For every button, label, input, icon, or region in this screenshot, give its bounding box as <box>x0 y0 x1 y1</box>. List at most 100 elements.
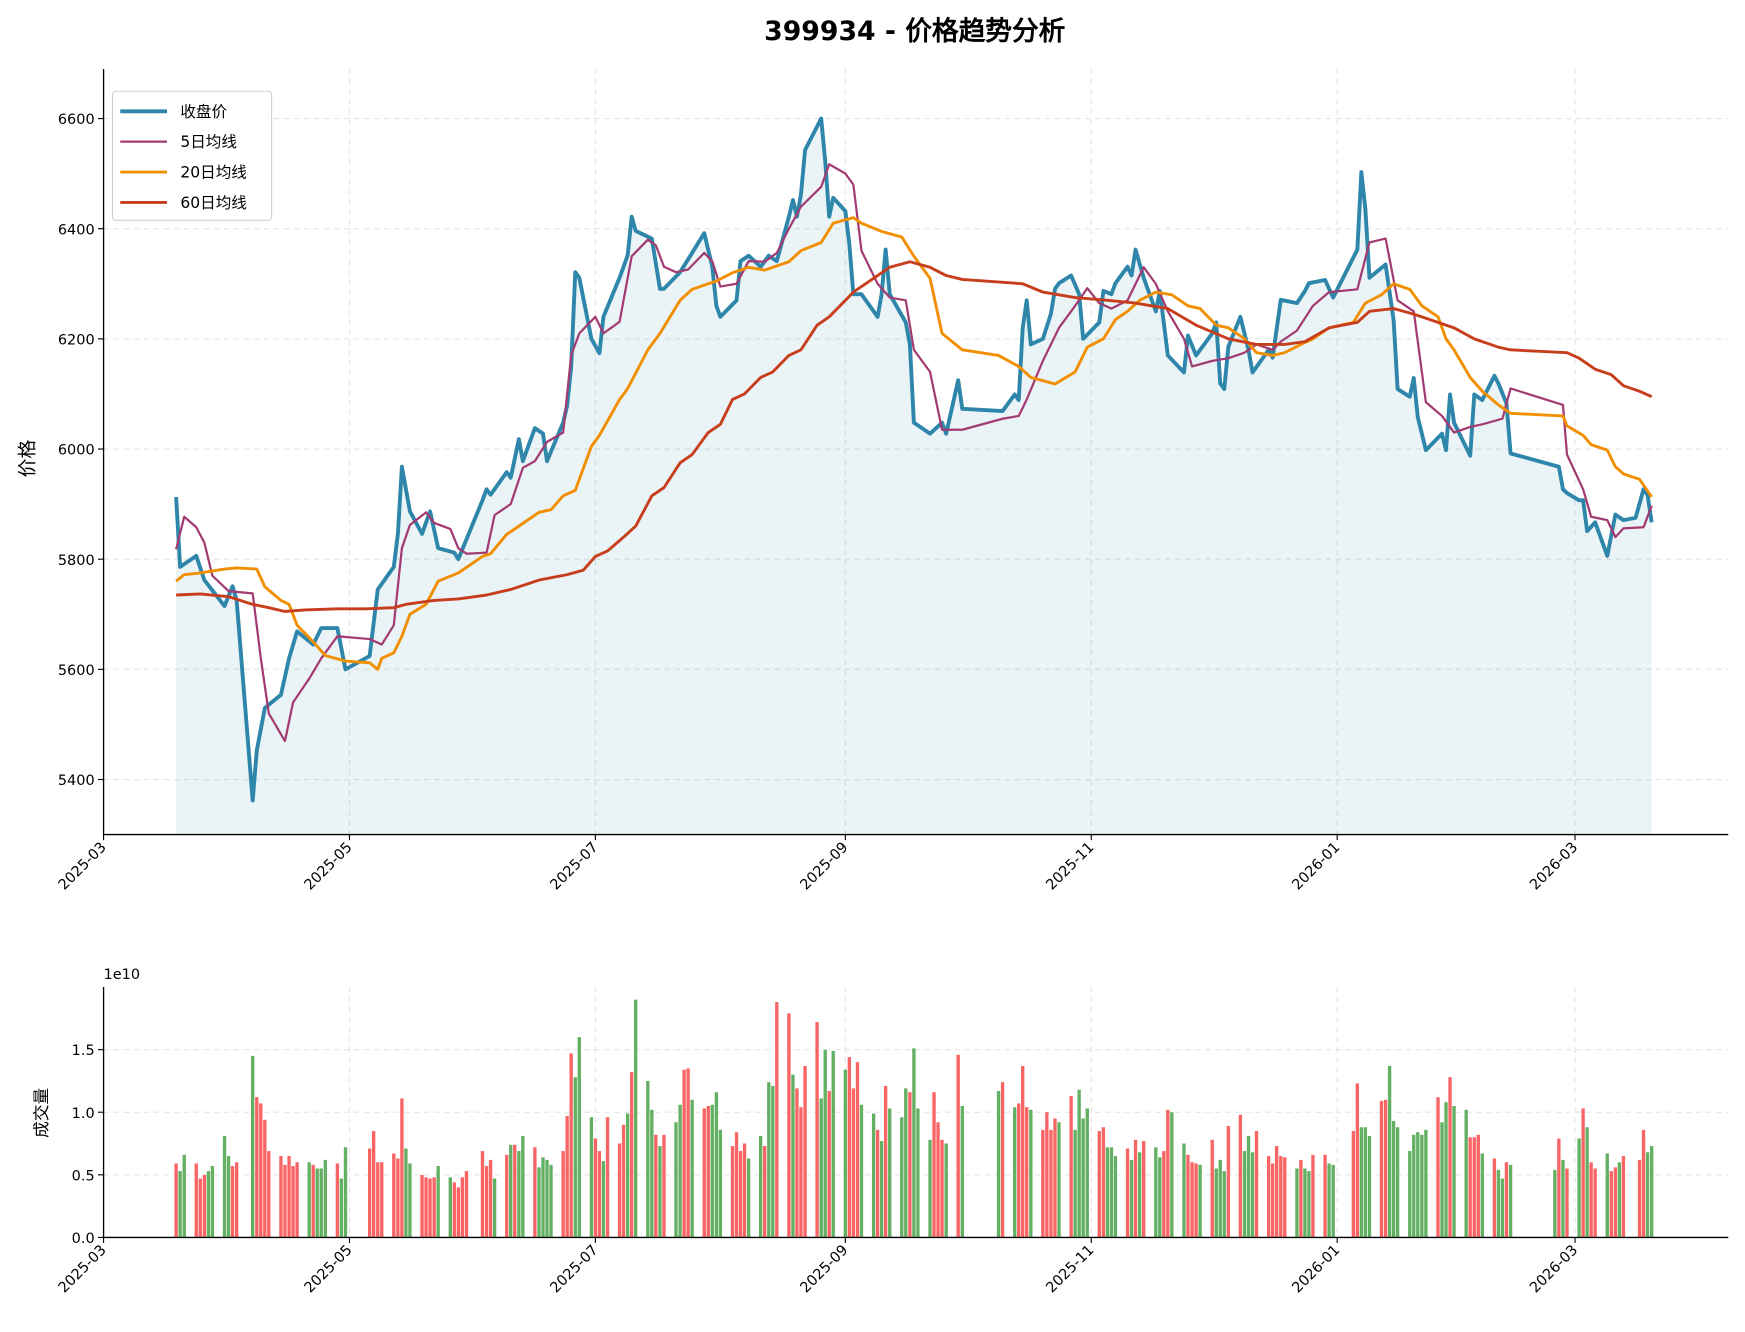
y-tick-label: 5600 <box>58 663 95 679</box>
y-tick-label: 6400 <box>58 222 95 238</box>
volume-bar-down <box>1295 1168 1299 1238</box>
volume-bar-down <box>1073 1129 1077 1238</box>
volume-bar-down <box>315 1168 319 1238</box>
volume-bar-down <box>601 1161 606 1238</box>
volume-bar-up <box>686 1068 690 1238</box>
close-line <box>174 116 1654 803</box>
volume-bar-down <box>1408 1151 1412 1238</box>
volume-bar-up <box>1045 1112 1049 1238</box>
volume-bar-up <box>194 1163 198 1238</box>
volume-bar-up <box>597 1151 602 1238</box>
volume-bar-up <box>1194 1163 1198 1238</box>
volume-bar-down <box>904 1088 908 1238</box>
y-tick-label: 6000 <box>58 443 95 459</box>
volume-bar-up <box>255 1097 259 1238</box>
volume-bar-up <box>230 1166 235 1238</box>
volume-bar-down <box>1170 1112 1174 1238</box>
volume-bar-up <box>1476 1134 1480 1238</box>
volume-bar-up <box>803 1065 807 1238</box>
x-tick-label: 2025-11 <box>1043 839 1097 893</box>
x-tick-label: 2025-05 <box>302 839 356 893</box>
volume-bar-up <box>851 1088 856 1238</box>
y-tick-label: 5400 <box>58 773 95 789</box>
legend-box <box>111 90 273 221</box>
volume-bar-up <box>1125 1148 1130 1238</box>
volume-bar-up <box>883 1085 888 1238</box>
volume-bar-up <box>428 1178 432 1238</box>
price-grid <box>103 68 1729 835</box>
volume-bar-up <box>1379 1100 1384 1238</box>
x-tick-label: 2025-11 <box>1043 1242 1097 1296</box>
y-tick-label: 6600 <box>58 112 95 128</box>
volume-bar-up <box>775 1002 779 1238</box>
volume-bar-down <box>226 1156 231 1238</box>
y-tick-label: 0.0 <box>72 1231 95 1247</box>
volume-bar-down <box>1198 1164 1202 1238</box>
legend-label-ma20: 20日均线 <box>180 164 247 182</box>
volume-bar-up <box>875 1129 880 1238</box>
volume-bar-up <box>1468 1137 1472 1238</box>
volume-bar-down <box>436 1166 440 1238</box>
volume-bar-down <box>658 1146 662 1238</box>
volume-bar-up <box>787 1013 791 1238</box>
volume-bar-up <box>1351 1131 1356 1238</box>
volume-bar-down <box>1617 1162 1622 1238</box>
volume-bar-up <box>1166 1109 1170 1238</box>
volume-bar-up <box>456 1187 460 1238</box>
ma60-line <box>176 260 1653 613</box>
volume-bar-up <box>1274 1146 1279 1238</box>
volume-bar-down <box>758 1136 763 1238</box>
volume-bar-down <box>537 1167 541 1238</box>
volume-bar-up <box>484 1166 489 1238</box>
volume-bar-down <box>1650 1146 1654 1238</box>
volume-bar-up <box>702 1108 706 1238</box>
volume-bar-up <box>763 1146 767 1238</box>
y-tick-label: 6200 <box>58 332 95 348</box>
volume-bar-down <box>819 1098 823 1238</box>
volume-bar-up <box>1069 1095 1073 1238</box>
volume-bar-down <box>960 1105 964 1238</box>
volume-bar-down <box>1158 1157 1162 1238</box>
volume-bar-up <box>617 1143 622 1238</box>
volume-bar-down <box>492 1178 497 1238</box>
volume-bar-up <box>1021 1065 1025 1238</box>
volume-bar-down <box>916 1108 920 1238</box>
volume-bar-down <box>517 1151 521 1238</box>
volume-bar-up <box>1565 1168 1569 1238</box>
volume-bar-down <box>1077 1089 1081 1238</box>
volume-bar-up <box>734 1132 739 1238</box>
volume-bar-down <box>1129 1159 1134 1238</box>
x-tick-label: 2025-07 <box>548 1242 602 1296</box>
volume-bar-down <box>714 1092 719 1238</box>
volume-bar-down <box>871 1113 876 1238</box>
price-x-ticks: 2025-03 2025-05 2025-07 2025-09 2025-11 2026-… <box>56 834 1581 893</box>
volume-bar-up <box>815 1022 819 1238</box>
volume-y-ticks: 0.0 0.5 1.0 1.5 <box>72 1043 104 1247</box>
volume-bar-down <box>573 1077 577 1238</box>
volume-bar-down <box>589 1117 594 1238</box>
volume-bar-down <box>541 1157 545 1238</box>
volume-bar-down <box>545 1159 549 1238</box>
volume-bar-up <box>267 1151 271 1238</box>
volume-bar-down <box>1057 1122 1061 1238</box>
volume-bar-up <box>420 1174 424 1238</box>
x-tick-label: 2025-05 <box>302 1242 356 1296</box>
volume-bar-down <box>577 1037 581 1238</box>
volume-bar-down <box>339 1178 344 1238</box>
volume-bar-down <box>626 1113 630 1238</box>
volume-bar-down <box>710 1104 714 1238</box>
volume-bar-up <box>1017 1103 1021 1238</box>
volume-bar-down <box>831 1050 835 1238</box>
volume-bar-down <box>1182 1143 1186 1238</box>
volume-bar-down <box>1553 1169 1557 1238</box>
volume-bar-down <box>1214 1168 1218 1238</box>
volume-bar-down <box>1222 1171 1226 1238</box>
volume-bar-down <box>718 1129 723 1238</box>
volume-bar-down <box>1420 1134 1424 1238</box>
x-tick-label: 2025-03 <box>56 1242 110 1296</box>
volume-bar-down <box>1105 1147 1110 1238</box>
volume-bar-down <box>1327 1163 1331 1238</box>
volume-bar-up <box>464 1171 469 1238</box>
volume-bar-up <box>621 1124 626 1238</box>
volume-bar-down <box>343 1147 348 1238</box>
